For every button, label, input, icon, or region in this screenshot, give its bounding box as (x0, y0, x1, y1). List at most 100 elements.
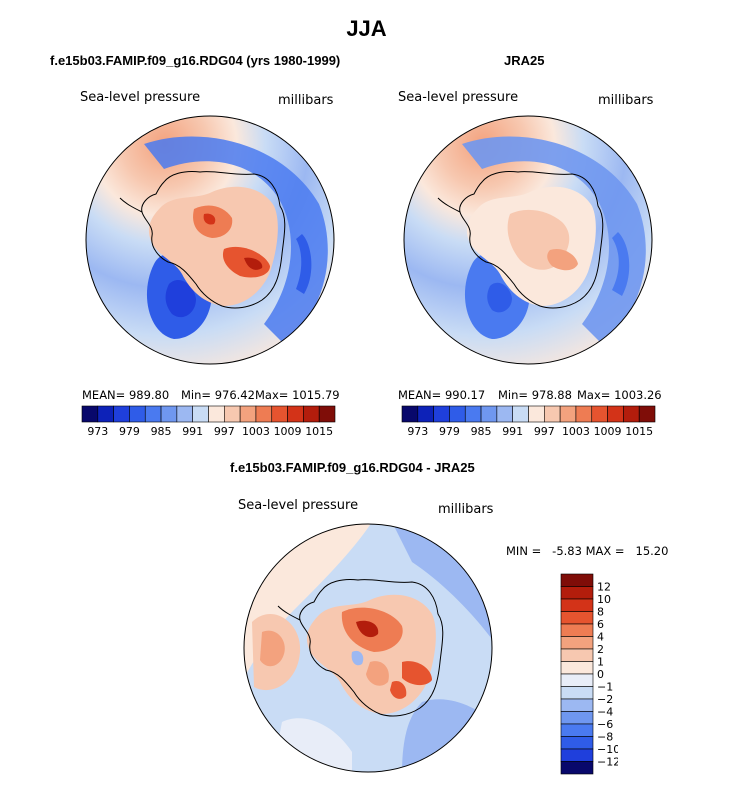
panel1-units-label: millibars (278, 93, 334, 108)
panel2-low-pressure-edge (612, 232, 630, 296)
panel1-colorbar-box (129, 405, 146, 423)
panel3-units-label: millibars (438, 502, 494, 517)
panel2-colorbar-box (607, 405, 624, 423)
panel3-colorbar-box (560, 761, 594, 775)
panel1-polar-map (85, 115, 335, 365)
panel3-colorbar-tick-label: −12 (597, 756, 618, 769)
panel2-max: Max= 1003.26 (577, 388, 662, 402)
panel1-peninsula-coastline (119, 197, 143, 213)
panel3-peninsula-coastline (277, 605, 301, 621)
panel2-colorbar-box (401, 405, 419, 423)
panel3-colorbar-box (560, 736, 594, 750)
panel2-units-label: millibars (598, 93, 654, 108)
panel2-map-border (403, 115, 653, 365)
panel3-colorbar-tick-label: −2 (597, 693, 613, 706)
panel1-colorbar-tick-label: 979 (119, 425, 140, 438)
panel1-max: Max= 1015.79 (255, 388, 340, 402)
panel2-colorbar-box (638, 405, 656, 423)
panel1-variable-label: Sea-level pressure (80, 90, 201, 105)
panel1-mean: MEAN= 989.80 (82, 388, 170, 402)
panel2-variable-label: Sea-level pressure (398, 90, 519, 105)
panel1-colorbar-box (113, 405, 130, 423)
panel1-high-core-west (203, 213, 216, 225)
panel2-colorbar-box (544, 405, 561, 423)
panel2-colorbar-box (464, 405, 482, 423)
panel2-low-pressure-belt (462, 136, 646, 344)
panel3-colorbar-box (560, 598, 594, 612)
panel1-title: f.e15b03.FAMIP.f09_g16.RDG04 (yrs 1980-1… (50, 53, 341, 68)
panel2-colorbar-box (433, 405, 450, 423)
panel1-low-pressure-edge (296, 234, 312, 294)
panel3-colorbar-tick-label: 12 (597, 581, 611, 594)
panel3-colorbar-box (560, 673, 594, 687)
panel2-colorbar-box (623, 405, 640, 423)
panel1-colorbar-tick-label: 1009 (274, 425, 302, 438)
panel3-colorbar-box (560, 723, 594, 737)
panel1-colorbar-tick-label: 985 (151, 425, 172, 438)
panel3-colorbar-box (560, 636, 594, 650)
panel2-colorbar-box (449, 405, 466, 423)
panel1-map-border (85, 115, 335, 365)
panel3-positive-core-interior (356, 620, 379, 638)
panel2-peninsula-coastline (437, 197, 461, 213)
panel2-colorbar-tick-label: 997 (534, 425, 555, 438)
panel2-colorbar-box (417, 405, 434, 423)
panel1-colorbar-box (81, 405, 99, 423)
panel3-variable-label: Sea-level pressure (238, 498, 359, 513)
panel1-colorbar-box (192, 405, 209, 423)
panel1-colorbar-tick-label: 1003 (242, 425, 270, 438)
panel1-colorbar-tick-label: 973 (87, 425, 108, 438)
panel1-min: Min= 976.42 (181, 388, 255, 402)
panel3-positive-core-west (260, 630, 285, 667)
panel3-positive-core-south (390, 680, 407, 699)
panel3-colorbar-tick-label: 2 (597, 643, 604, 656)
panel3-colorbar-tick-label: −4 (597, 706, 613, 719)
panel2-polar-map (403, 115, 653, 365)
panel1-colorbar-box (224, 405, 241, 423)
panel1-colorbar-box (303, 405, 320, 423)
panel1-colorbar-box (318, 405, 336, 423)
panel3-colorbar-tick-label: −8 (597, 731, 613, 744)
panel2-mean: MEAN= 990.17 (398, 388, 486, 402)
panel3-colorbar-box (560, 661, 594, 675)
panel3-colorbar-tick-label: 4 (597, 631, 604, 644)
panel3-colorbar-tick-label: −1 (597, 681, 613, 694)
panel3-minmax: MIN = -5.83 MAX = 15.20 (506, 544, 669, 558)
panel3-colorbar-box (560, 573, 594, 587)
page-title: JJA (346, 16, 387, 41)
panel3-colorbar-tick-label: −6 (597, 718, 613, 731)
panel1-colorbar-box (239, 405, 257, 423)
panel1-colorbar-box (160, 405, 178, 423)
panel1-colorbar-tick-label: 991 (182, 425, 203, 438)
panel2-colorbar-tick-label: 985 (471, 425, 492, 438)
panel2-low-pressure-core (487, 282, 512, 313)
panel2-title: JRA25 (504, 53, 545, 68)
panel1-colorbar-tick-label: 1015 (305, 425, 333, 438)
panel1-colorbar-box (208, 405, 225, 423)
panel3-map-border (243, 523, 493, 773)
panel2-colorbar-box (496, 405, 513, 423)
panel3-title: f.e15b03.FAMIP.f09_g16.RDG04 - JRA25 (230, 460, 475, 475)
panel3-colorbar-box (560, 611, 594, 625)
panel1-colorbar-box (144, 405, 162, 423)
panel3-positive-cell-east (402, 661, 432, 686)
panel2-colorbar-tick-label: 979 (439, 425, 460, 438)
panel3-colorbar-box (560, 711, 594, 725)
panel3-colorbar-box (560, 648, 594, 662)
panel3-colorbar-box (560, 686, 594, 700)
panel1-colorbar-box (271, 405, 288, 423)
panel2-colorbar-box (528, 405, 545, 423)
panel2-colorbar-box (512, 405, 529, 423)
panel2-colorbar-box (591, 405, 608, 423)
panel3-colorbar-box (560, 748, 594, 762)
panel2-colorbar-box (559, 405, 577, 423)
panel2-colorbar-tick-label: 1003 (562, 425, 590, 438)
panel3-negative-spot-interior (351, 650, 364, 666)
panel3-colorbar-tick-label: 0 (597, 668, 604, 681)
panel2-colorbar-box (575, 405, 593, 423)
panel1-colorbar-box (255, 405, 273, 423)
panel3-colorbar-tick-label: 8 (597, 606, 604, 619)
panel2-colorbar-tick-label: 991 (502, 425, 523, 438)
panel3-colorbar-tick-label: 10 (597, 593, 611, 606)
